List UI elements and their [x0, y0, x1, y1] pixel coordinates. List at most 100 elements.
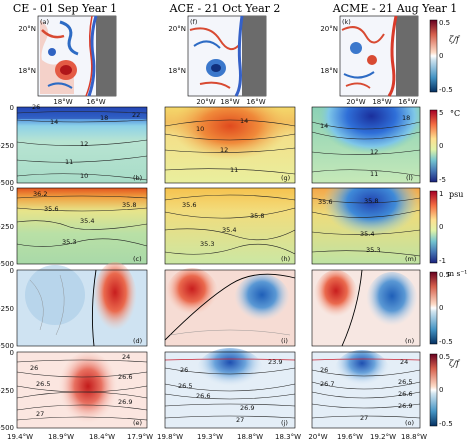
contour-e-5: 26.9 [118, 398, 132, 406]
col-title-3: ACME - 21 Aug Year 1 [332, 2, 458, 15]
colorbar-vorticity-top [429, 19, 438, 93]
svg-text:-250: -250 [0, 223, 14, 231]
contour-b-2: 22 [132, 111, 140, 119]
svg-text:-500: -500 [0, 424, 14, 432]
contour-l-2: 18 [402, 114, 410, 122]
contour-o-5: 26.6 [398, 390, 412, 398]
map-xtick-f-3: 16°W [246, 98, 265, 106]
contour-b-4: 14 [50, 118, 58, 126]
map-xtick-k-2: 18°W [372, 98, 391, 106]
cb2-label: °C [450, 109, 460, 118]
col-title-2: ACE - 21 Oct Year 2 [169, 2, 281, 15]
panel-label-a: (a) [40, 18, 49, 26]
panel-label-d: (d) [133, 337, 142, 345]
cb1-tick-1: 0.5 [439, 19, 450, 27]
panel-label-j: (j) [281, 419, 288, 427]
cb2-tick-2: 0 [439, 142, 443, 150]
svg-text:-250: -250 [0, 387, 14, 395]
svg-text:-250: -250 [0, 142, 14, 150]
cb5-tick-1: 0.5 [439, 353, 450, 361]
panel-label-n: (n) [405, 337, 414, 345]
contour-h-4: 35.3 [200, 240, 214, 248]
cb1-tick-3: -0.5 [439, 86, 453, 94]
temp-panel-b: 26 22 18 14 12 11 10 (b) [16, 103, 148, 184]
cb3-label: psu [449, 190, 463, 199]
contour-h-1: 35.6 [182, 201, 196, 209]
contour-j-5: 26.9 [240, 404, 254, 412]
contour-e-6: 27 [36, 410, 44, 418]
contour-g-1: 14 [240, 117, 248, 125]
sal-panel-c: 36.2 35.6 35.8 35.4 35.3 (c) [16, 187, 148, 265]
contour-g-3: 12 [220, 146, 228, 154]
panel-label-f: (f) [190, 18, 197, 26]
vort-panel-e: 24 26 26.6 26.5 26.9 27 (e) [16, 351, 148, 429]
sal-panel-h: 35.6 35.8 35.4 35.3 (h) [164, 187, 296, 265]
vort-panel-j: 23.9 26 26.5 26.6 26.9 27 (j) [164, 348, 296, 429]
temp-panel-g: 14 10 12 11 (g) [164, 106, 296, 184]
cb1-tick-2: 0 [439, 52, 443, 60]
contour-e-3: 26.6 [118, 373, 132, 381]
svg-text:18.8°W: 18.8°W [237, 433, 263, 441]
contour-b-3: 18 [100, 114, 108, 122]
svg-text:19.6°W: 19.6°W [337, 433, 363, 441]
contour-h-2: 35.8 [250, 212, 264, 220]
panel-label-k: (k) [342, 18, 351, 26]
panel-label-h: (h) [281, 255, 290, 263]
map-panel-f: (f) [187, 15, 267, 97]
cb4-tick-2: 0 [439, 304, 443, 312]
svg-text:19.2°W: 19.2°W [370, 433, 396, 441]
contour-h-3: 35.4 [222, 226, 236, 234]
contour-j-3: 26.5 [178, 382, 192, 390]
svg-text:20°W: 20°W [308, 433, 327, 441]
panel-label-g: (g) [281, 174, 290, 182]
map-ytick-f-20N: 20°N [168, 25, 186, 33]
contour-g-2: 10 [196, 125, 204, 133]
vel-panel-n: (n) [311, 269, 421, 347]
svg-text:0: 0 [10, 185, 14, 193]
svg-text:17.9°W: 17.9°W [127, 433, 153, 441]
contour-b-1: 26 [32, 103, 40, 111]
contour-c-1: 36.2 [33, 190, 47, 198]
contour-l-1: 14 [320, 122, 328, 130]
contour-m-1: 35.6 [318, 198, 332, 206]
contour-o-4: 26.5 [398, 378, 412, 386]
map-xtick-f-2: 18°W [220, 98, 239, 106]
map-ytick-f-18N: 18°N [168, 67, 186, 75]
contour-c-2: 35.6 [44, 205, 58, 213]
colorbar-temperature [429, 109, 438, 183]
map-ytick-18N: 18°N [18, 67, 36, 75]
cb2-tick-3: -5 [439, 176, 446, 184]
svg-text:19.3°W: 19.3°W [197, 433, 223, 441]
svg-text:18.9°W: 18.9°W [48, 433, 74, 441]
contour-c-5: 35.3 [62, 238, 76, 246]
panel-label-o: (o) [405, 419, 414, 427]
depth-ticks: 0 -250 -500 0 -250 -500 0 -250 -500 0 -2… [0, 104, 14, 432]
contour-o-3: 26.7 [320, 380, 334, 388]
panel-label-e: (e) [133, 419, 142, 427]
cb2-tick-1: 5 [439, 109, 443, 117]
contour-j-4: 26.6 [196, 392, 210, 400]
svg-text:19.4°W: 19.4°W [7, 433, 33, 441]
svg-text:18.8°W: 18.8°W [401, 433, 427, 441]
cb3-tick-2: 0 [439, 223, 443, 231]
cb5-tick-2: 0 [439, 386, 443, 394]
contour-e-2: 26 [30, 364, 38, 372]
svg-text:0: 0 [10, 349, 14, 357]
colorbar-velocity [429, 271, 438, 345]
map-xtick-a-2: 16°W [86, 98, 105, 106]
vel-panel-i: (i) [164, 268, 296, 347]
contour-m-3: 35.4 [360, 230, 374, 238]
contour-e-1: 24 [122, 353, 130, 361]
panel-label-b: (b) [133, 174, 142, 182]
contour-l-4: 11 [370, 170, 378, 178]
map-ytick-k-20N: 20°N [320, 25, 338, 33]
contour-m-2: 35.8 [364, 197, 378, 205]
contour-b-5: 12 [80, 140, 88, 148]
map-panel-a: (a) [37, 15, 117, 97]
svg-text:-250: -250 [0, 305, 14, 313]
panel-label-c: (c) [133, 255, 142, 263]
map-xtick-k-3: 16°W [398, 98, 417, 106]
cb1-label: ζ/f [449, 35, 461, 44]
vel-panel-d: (d) [16, 262, 148, 347]
x-ticks-col1: 19.4°W 18.9°W 18.4°W 17.9°W [7, 433, 153, 441]
